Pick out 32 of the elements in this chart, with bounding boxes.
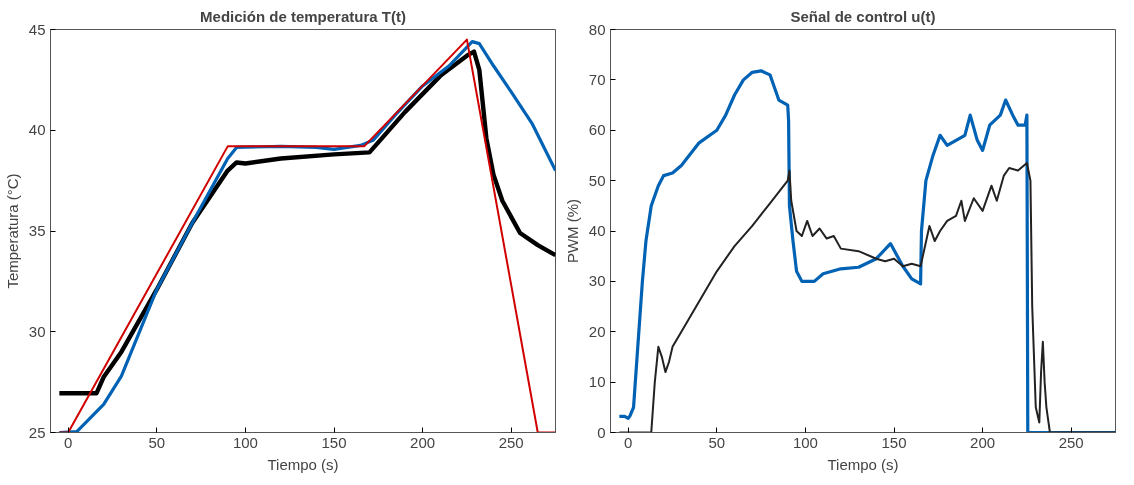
- x-tick-label: 0: [64, 433, 73, 451]
- y-tick-label: 35: [28, 222, 46, 239]
- y-axis-title: Temperatura (°C): [3, 173, 21, 289]
- x-tick-label: 200: [410, 433, 436, 451]
- y-tick-label: 80: [588, 20, 606, 38]
- x-tick-label: 50: [148, 433, 166, 451]
- x-axis-title: Tiempo (s): [267, 455, 339, 473]
- y-tick-label: 60: [588, 121, 606, 139]
- y-tick-label: 40: [28, 121, 46, 139]
- x-tick-label: 150: [321, 433, 347, 451]
- y-tick-label: 30: [28, 322, 46, 340]
- x-tick-label: 100: [232, 433, 258, 451]
- x-tick-label: 200: [970, 433, 996, 451]
- chart-title: Medición de temperatura T(t): [200, 7, 406, 25]
- y-tick-label: 10: [588, 373, 606, 391]
- chart-title: Señal de control u(t): [790, 7, 936, 25]
- y-tick-label: 20: [588, 322, 606, 340]
- x-tick-label: 150: [881, 433, 907, 451]
- y-tick-label: 70: [588, 70, 606, 88]
- x-axis-title: Tiempo (s): [827, 455, 899, 473]
- y-tick-label: 25: [28, 423, 46, 441]
- y-tick-label: 40: [588, 222, 606, 239]
- line-series: [617, 69, 1116, 433]
- x-tick-label: 50: [708, 433, 726, 451]
- x-tick-label: 100: [792, 433, 818, 451]
- y-tick-label: 50: [588, 171, 606, 189]
- y-axis-title: PWM (%): [563, 198, 581, 264]
- y-tick-label: 30: [588, 272, 606, 290]
- y-tick-label: 45: [28, 20, 46, 38]
- x-tick-label: 250: [1058, 433, 1084, 451]
- x-tick-label: 0: [624, 433, 633, 451]
- x-tick-label: 250: [498, 433, 524, 451]
